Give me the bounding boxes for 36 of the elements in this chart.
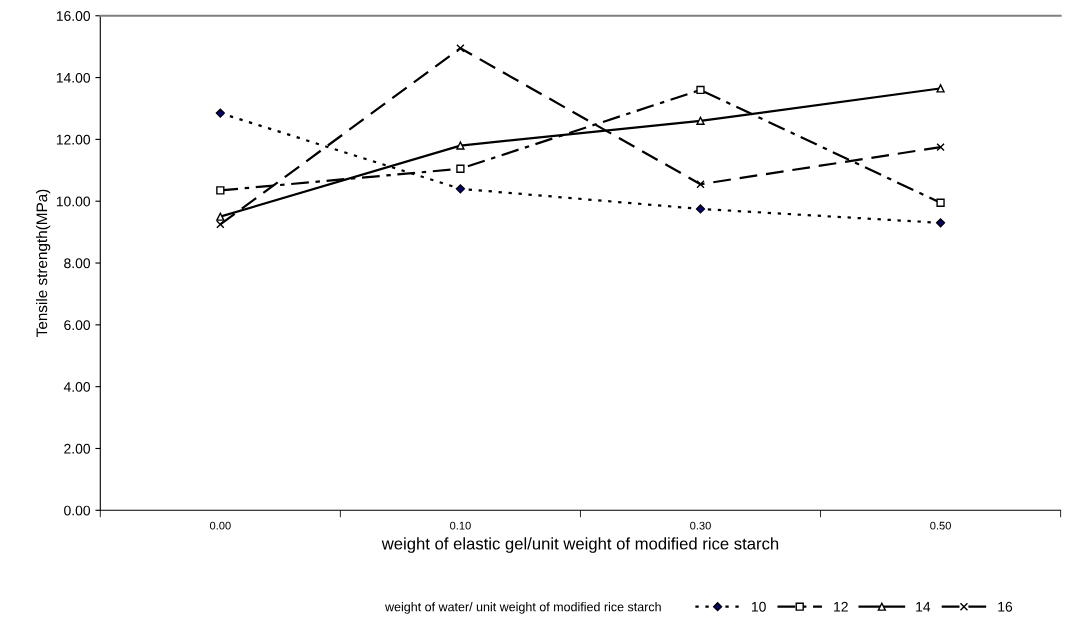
legend-label: 16 (998, 601, 1013, 612)
point (696, 116, 705, 126)
y-tick-label: 2.00 (64, 443, 91, 454)
point (216, 212, 225, 221)
point (936, 84, 945, 93)
point (455, 184, 466, 194)
x-tick-label: 0.30 (690, 521, 711, 530)
point (935, 218, 946, 228)
point (456, 164, 465, 173)
point (936, 142, 945, 152)
point (696, 180, 705, 189)
legend-label: 12 (834, 601, 848, 612)
y-tick-label: 10.00 (56, 196, 91, 207)
legend-label: 10 (751, 601, 766, 612)
x-tick-label: 0.50 (930, 521, 951, 530)
point (936, 198, 945, 207)
x-tick-label: 0.10 (450, 521, 471, 530)
legend-label: 14 (916, 601, 931, 612)
y-tick-label: 0.00 (64, 505, 91, 516)
y-tick-label: 12.00 (56, 134, 91, 145)
point (456, 141, 465, 150)
x-axis-title: weight of elastic gel/unit weight of modified rice starch (381, 537, 779, 553)
y-tick-label: 8.00 (64, 258, 91, 269)
point (456, 44, 465, 53)
y-axis-title: Tensile strength(MPa) (36, 189, 51, 337)
point (695, 204, 706, 214)
point (696, 85, 705, 95)
x-tick-label: 0.00 (209, 521, 231, 530)
point (216, 186, 225, 195)
legend-title: weight of water/ unit weight of modified rice starch (385, 602, 661, 614)
point (215, 108, 225, 118)
y-tick-label: 16.00 (56, 11, 91, 21)
y-tick-label: 14.00 (56, 72, 91, 83)
point (216, 220, 225, 229)
y-tick-label: 4.00 (63, 382, 91, 392)
y-tick-label: 6.00 (64, 320, 91, 331)
